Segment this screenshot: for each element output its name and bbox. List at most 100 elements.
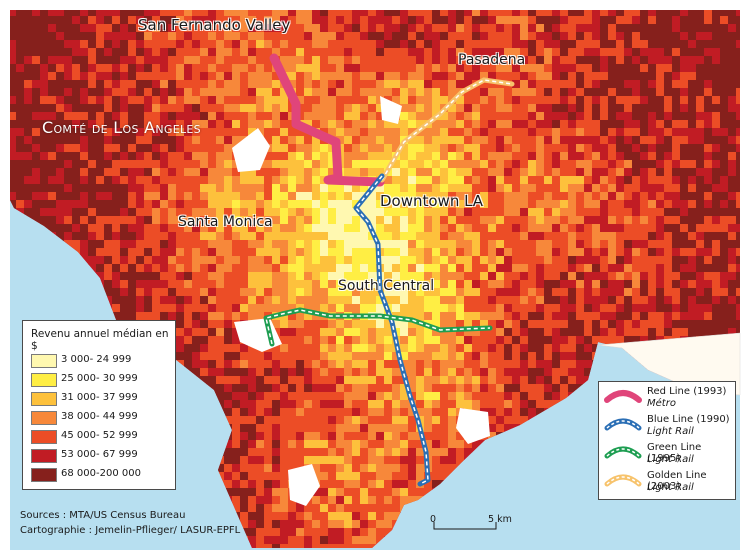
census-tract: [208, 304, 217, 313]
census-tract: [584, 256, 593, 265]
census-tract: [256, 392, 265, 401]
census-tract: [24, 80, 33, 89]
census-tract: [48, 144, 57, 153]
census-tract: [232, 64, 241, 73]
census-tract: [128, 256, 137, 265]
census-tract: [656, 96, 665, 105]
census-tract: [312, 288, 321, 297]
census-tract: [344, 152, 353, 161]
census-tract: [488, 288, 497, 297]
census-tract: [328, 328, 337, 337]
census-tract: [104, 48, 113, 57]
census-tract: [240, 352, 249, 361]
census-tract: [424, 144, 433, 153]
census-tract: [632, 264, 641, 273]
census-tract: [296, 240, 305, 249]
census-tract: [680, 104, 689, 113]
census-tract: [168, 184, 177, 193]
census-tract: [104, 144, 113, 153]
census-tract: [656, 72, 665, 81]
census-tract: [560, 184, 569, 193]
census-tract: [448, 216, 457, 225]
census-tract: [224, 408, 233, 417]
census-tract: [320, 56, 329, 65]
census-tract: [456, 208, 465, 217]
census-tract: [688, 104, 697, 113]
census-tract: [584, 40, 593, 49]
census-tract: [456, 280, 465, 289]
census-tract: [592, 336, 601, 345]
census-tract: [552, 96, 561, 105]
census-tract: [128, 40, 137, 49]
census-tract: [136, 192, 145, 201]
census-tract: [392, 224, 401, 233]
census-tract: [536, 280, 545, 289]
census-tract: [560, 10, 569, 17]
census-tract: [200, 288, 209, 297]
census-tract: [536, 160, 545, 169]
census-tract: [736, 10, 740, 17]
census-tract: [712, 144, 721, 153]
census-tract: [184, 32, 193, 41]
census-tract: [600, 264, 609, 273]
census-tract: [208, 208, 217, 217]
census-tract: [256, 176, 265, 185]
census-tract: [496, 64, 505, 73]
census-tract: [528, 248, 537, 257]
census-tract: [656, 40, 665, 49]
census-tract: [192, 72, 201, 81]
census-tract: [368, 336, 377, 345]
census-tract: [392, 144, 401, 153]
census-tract: [592, 112, 601, 121]
census-tract: [248, 168, 257, 177]
census-tract: [464, 376, 473, 385]
census-tract: [664, 24, 673, 33]
census-tract: [472, 96, 481, 105]
census-tract: [416, 392, 425, 401]
census-tract: [368, 200, 377, 209]
census-tract: [232, 24, 241, 33]
census-tract: [736, 136, 740, 145]
census-tract: [480, 152, 489, 161]
census-tract: [440, 64, 449, 73]
census-tract: [160, 144, 169, 153]
census-tract: [296, 360, 305, 369]
census-tract: [480, 176, 489, 185]
census-tract: [192, 296, 201, 305]
census-tract: [240, 360, 249, 369]
census-tract: [672, 128, 681, 137]
census-tract: [16, 48, 25, 57]
census-tract: [624, 232, 633, 241]
census-tract: [648, 88, 657, 97]
census-tract: [696, 304, 705, 313]
census-tract: [456, 184, 465, 193]
census-tract: [592, 328, 601, 337]
census-tract: [376, 72, 385, 81]
census-tract: [632, 232, 641, 241]
census-tract: [728, 120, 737, 129]
census-tract: [224, 224, 233, 233]
census-tract: [264, 296, 273, 305]
census-tract: [648, 136, 657, 145]
census-tract: [576, 288, 585, 297]
census-tract: [608, 128, 617, 137]
census-tract: [272, 104, 281, 113]
census-tract: [208, 176, 217, 185]
census-tract: [504, 360, 513, 369]
census-tract: [608, 96, 617, 105]
census-tract: [232, 10, 241, 17]
census-tract: [208, 344, 217, 353]
census-tract: [256, 312, 265, 321]
census-tract: [696, 208, 705, 217]
census-tract: [96, 64, 105, 73]
census-tract: [96, 208, 105, 217]
census-tract: [320, 48, 329, 57]
census-tract: [512, 192, 521, 201]
census-tract: [16, 168, 25, 177]
census-tract: [248, 184, 257, 193]
census-tract: [296, 64, 305, 73]
census-tract: [64, 144, 73, 153]
census-tract: [544, 176, 553, 185]
census-tract: [272, 88, 281, 97]
census-tract: [616, 248, 625, 257]
